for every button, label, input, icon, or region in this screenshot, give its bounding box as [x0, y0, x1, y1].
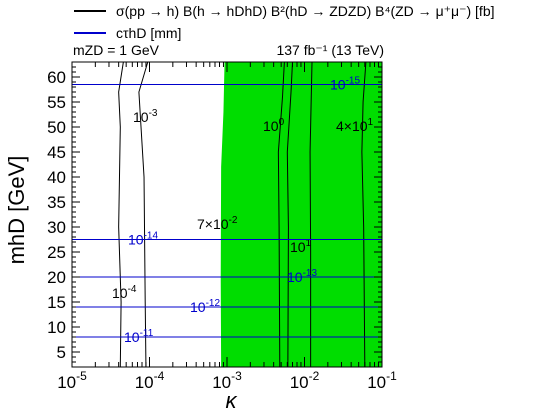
xsec-contour-label: 101	[290, 238, 312, 255]
xsec-contour	[309, 61, 313, 367]
xsec-contour-label: 10-4	[112, 284, 137, 301]
ctau-contour-label: 10-14	[128, 231, 158, 248]
xsec-contour	[286, 61, 293, 368]
xsec-contour	[277, 61, 285, 368]
legend-xsec-text: σ(pp → h) B(h → hDhD) B²(hD → ZDZD) B⁴(Z…	[116, 3, 495, 19]
y-tick-label: 5	[57, 343, 66, 362]
xsec-contour	[361, 61, 367, 368]
xsec-contour-label: 7×10-2	[197, 215, 238, 232]
y-axis-label: mhD [GeV]	[4, 156, 29, 265]
x-tick-label: 10-1	[367, 369, 397, 392]
xsec-contour-label: 4×101	[336, 117, 374, 134]
y-tick-label: 20	[47, 268, 66, 287]
x-tick-label: 10-2	[290, 369, 320, 392]
mass-annotation: mZD = 1 GeV	[73, 42, 160, 58]
ctau-contour-label: 10-12	[190, 298, 220, 315]
ctau-contour-label: 10-15	[330, 76, 360, 93]
y-tick-label: 15	[47, 293, 66, 312]
xsec-contour	[118, 61, 124, 368]
y-tick-label: 10	[47, 318, 66, 337]
legend-ctau-text: cτhD [mm]	[116, 25, 181, 41]
y-tick-label: 45	[47, 143, 66, 162]
plot-area: 10-410-37×10-21001014×10110-1510-1410-13…	[47, 61, 397, 392]
ctau-contour-label: 10-11	[124, 328, 154, 345]
excluded-region	[220, 62, 382, 367]
y-tick-label: 60	[47, 68, 66, 87]
x-tick-label: 10-4	[135, 369, 165, 392]
ctau-contour-label: 10-13	[287, 268, 317, 285]
x-tick-label: 10-3	[212, 369, 242, 392]
y-tick-label: 40	[47, 168, 66, 187]
y-tick-label: 25	[47, 243, 66, 262]
y-tick-label: 55	[47, 93, 66, 112]
xsec-contour	[138, 61, 149, 368]
x-axis-label: κ	[226, 388, 238, 410]
y-tick-label: 50	[47, 118, 66, 137]
xsec-contour-label: 100	[263, 117, 285, 134]
legend: σ(pp → h) B(h → hDhD) B²(hD → ZDZD) B⁴(Z…	[74, 3, 495, 41]
xsec-contour-label: 10-3	[133, 108, 158, 125]
y-tick-label: 35	[47, 193, 66, 212]
x-tick-label: 10-5	[57, 369, 87, 392]
lumi-annotation: 137 fb⁻¹ (13 TeV)	[276, 42, 384, 58]
y-tick-label: 30	[47, 218, 66, 237]
